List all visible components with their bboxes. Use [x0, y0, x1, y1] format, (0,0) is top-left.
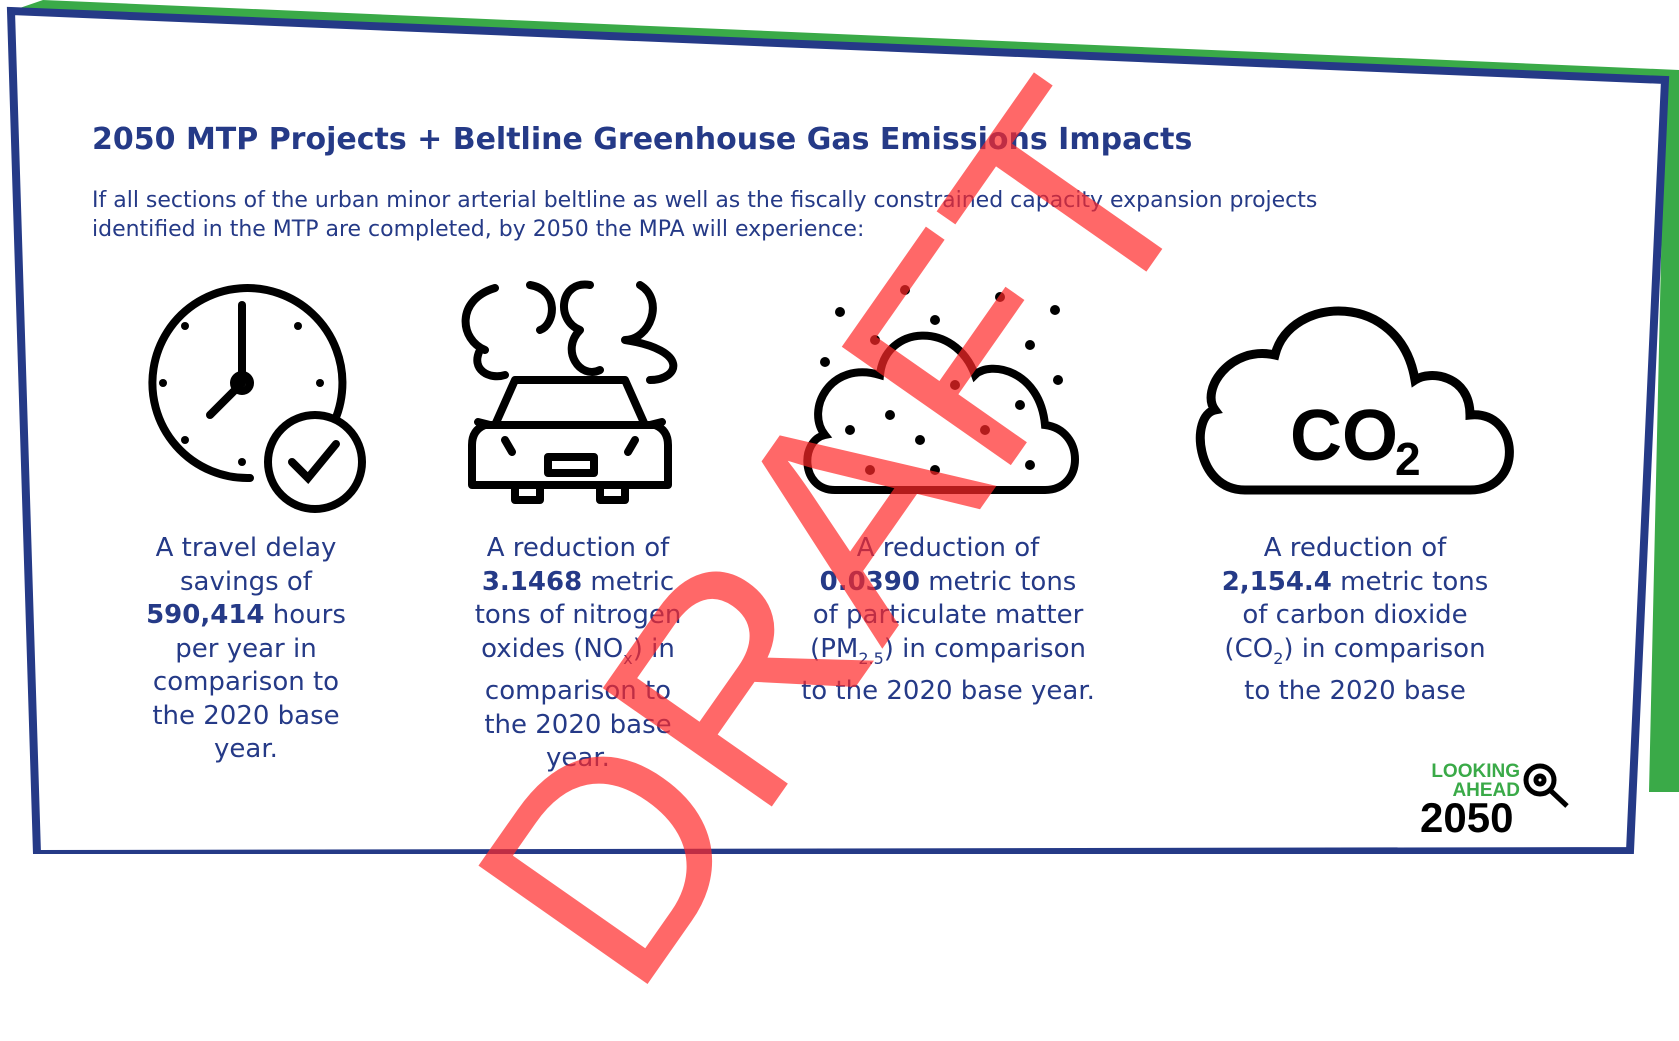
dust-icon — [803, 285, 1079, 494]
subscript: x — [623, 648, 633, 668]
text-segment: A reduction of — [1263, 533, 1447, 563]
text-line: comparison to — [66, 666, 426, 700]
subscript: 2 — [1273, 648, 1284, 668]
impact-text: A reduction of 0.0390 metric tons of parti… — [768, 532, 1128, 709]
text-segment: tons of nitrogen — [474, 600, 682, 630]
car-icon — [461, 280, 678, 504]
text-line: A reduction of — [1175, 532, 1535, 566]
highlight-value: 3.1468 — [481, 566, 583, 597]
page: CO 2 2050 MTP Projects + Beltline Greenh… — [6, 0, 1679, 1041]
text-line: 590,414 hours — [66, 599, 426, 633]
text-segment: year. — [546, 743, 610, 773]
text-segment: hours — [264, 600, 346, 630]
text-segment: of particulate matter — [812, 600, 1084, 630]
text-segment: (CO — [1224, 633, 1274, 664]
text-segment: savings of — [180, 566, 312, 597]
title: 2050 MTP Projects + Beltline Greenhouse … — [92, 122, 1193, 157]
frame: CO 2 — [6, 0, 1679, 854]
text-line: 2,154.4 metric tons — [1175, 566, 1535, 600]
text-segment: to the 2020 base — [1244, 676, 1466, 706]
text-line: to the 2020 base — [1175, 675, 1535, 709]
impact-text: A reduction of 3.1468 metric tons of nitro… — [398, 532, 758, 776]
navy-frame — [6, 6, 1670, 854]
text-line: of particulate matter — [768, 599, 1128, 633]
text-segment: A travel delay — [155, 533, 337, 563]
text-segment: metric — [582, 566, 675, 597]
text-segment: per year in — [175, 633, 317, 664]
text-line: comparison to — [398, 675, 758, 709]
text-segment: the 2020 base — [484, 709, 672, 740]
text-line: tons of nitrogen — [398, 599, 758, 633]
text-line: of carbon dioxide — [1175, 599, 1535, 633]
co2-sub: 2 — [1395, 433, 1421, 485]
text-line: per year in — [66, 633, 426, 667]
intro: If all sections of the urban minor arter… — [92, 186, 1317, 244]
text-line: A reduction of — [768, 532, 1128, 566]
logo-line: LOOKING — [1431, 761, 1520, 782]
co2-main: CO — [1290, 396, 1398, 476]
text-segment: metric tons — [1331, 566, 1489, 597]
text-line: oxides (NOx) in — [398, 633, 758, 676]
text-line: savings of — [66, 566, 426, 600]
text-line: year. — [66, 733, 426, 767]
logo-icon — [1523, 763, 1569, 808]
text-segment: (PM — [810, 633, 859, 664]
highlight-value: 2,154.4 — [1221, 566, 1332, 597]
highlight-value: 590,414 — [146, 600, 265, 630]
logo-text: LOOKING AHEAD — [1400, 762, 1520, 800]
impact-text: A reduction of 2,154.4 metric tons of carb… — [1175, 532, 1535, 709]
text-line: the 2020 base — [398, 709, 758, 743]
text-segment: A reduction of — [856, 533, 1040, 563]
text-line: to the 2020 base year. — [768, 675, 1128, 709]
text-segment: of carbon dioxide — [1242, 600, 1468, 630]
intro-line: If all sections of the urban minor arter… — [92, 188, 1318, 213]
text-segment: metric tons — [919, 566, 1077, 597]
text-segment: ) in comparison — [1283, 633, 1486, 664]
text-line: (CO2) in comparison — [1175, 633, 1535, 676]
text-line: A travel delay — [66, 532, 426, 566]
logo-year: 2050 — [1420, 794, 1514, 841]
text-segment: oxides (NO — [481, 633, 624, 664]
impact-text: A travel delay savings of 590,414 hours per… — [66, 532, 426, 767]
highlight-value: 0.0390 — [819, 566, 920, 597]
text-segment: comparison to — [152, 667, 340, 697]
text-segment: year. — [214, 734, 278, 764]
text-segment: comparison to — [484, 676, 672, 706]
co2-icon: CO 2 — [1195, 306, 1514, 495]
intro-line: identified in the MTP are completed, by … — [92, 217, 865, 242]
subscript: 2.5 — [858, 648, 884, 668]
text-line: year. — [398, 742, 758, 776]
text-segment: ) in comparison — [883, 633, 1086, 664]
text-line: A reduction of — [398, 532, 758, 566]
text-segment: to the 2020 base year. — [801, 676, 1095, 706]
clock-icon — [148, 284, 366, 513]
text-line: 3.1468 metric — [398, 566, 758, 600]
text-line: (PM2.5) in comparison — [768, 633, 1128, 676]
text-segment: ) in — [632, 633, 675, 664]
logo-line: AHEAD — [1452, 780, 1520, 801]
text-line: 0.0390 metric tons — [768, 566, 1128, 600]
text-segment: A reduction of — [486, 533, 670, 563]
text-segment: the 2020 base — [152, 700, 340, 731]
text-line: the 2020 base — [66, 700, 426, 734]
